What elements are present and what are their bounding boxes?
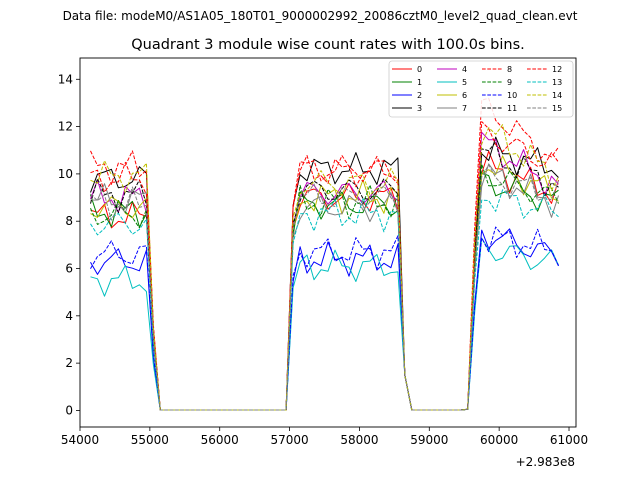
- x-tick-label: 60000: [480, 433, 518, 447]
- series-line-14: [90, 124, 559, 411]
- legend-label-9: 9: [507, 78, 512, 87]
- x-tick-label: 55000: [131, 433, 169, 447]
- legend-label-15: 15: [552, 104, 562, 113]
- chart-title: Quadrant 3 module wise count rates with …: [131, 37, 525, 53]
- y-tick-label: 14: [58, 72, 73, 86]
- legend-frame: [388, 60, 574, 118]
- x-tick-label: 58000: [340, 433, 378, 447]
- legend-label-6: 6: [462, 91, 467, 100]
- x-tick-label: 56000: [201, 433, 239, 447]
- legend-label-5: 5: [462, 78, 467, 87]
- x-tick-label: 61000: [550, 433, 588, 447]
- y-tick-label: 8: [65, 214, 73, 228]
- y-tick-label: 6: [65, 262, 73, 276]
- series-line-8: [90, 97, 559, 411]
- y-axis: 0 2 4 6 8 10 12 14: [58, 72, 80, 417]
- legend-label-10: 10: [507, 91, 517, 100]
- legend-label-14: 14: [552, 91, 562, 100]
- y-tick-label: 2: [65, 356, 73, 370]
- legend-label-0: 0: [417, 65, 422, 74]
- y-tick-label: 0: [65, 403, 73, 417]
- legend-label-1: 1: [417, 78, 422, 87]
- suptitle: Data file: modeM0/AS1A05_180T01_90000029…: [63, 9, 578, 23]
- x-axis: 54000 55000 56000 57000 58000 59000 60000 61000: [61, 427, 588, 447]
- y-tick-label: 12: [58, 120, 73, 134]
- legend-label-13: 13: [552, 78, 562, 87]
- legend-label-8: 8: [507, 65, 512, 74]
- legend-label-2: 2: [417, 91, 422, 100]
- x-tick-label: 57000: [270, 433, 308, 447]
- plot-area: 54000 55000 56000 57000 58000 59000 60000 61000…: [58, 57, 588, 469]
- series-line-15: [90, 164, 559, 411]
- series-lines: [90, 97, 559, 411]
- x-tick-label: 59000: [410, 433, 448, 447]
- y-tick-label: 4: [65, 309, 73, 323]
- legend-label-11: 11: [507, 104, 517, 113]
- legend-label-12: 12: [552, 65, 562, 74]
- legend-label-3: 3: [417, 104, 422, 113]
- y-tick-label: 10: [58, 167, 73, 181]
- x-tick-label: 54000: [61, 433, 99, 447]
- axes-frame: [79, 57, 577, 428]
- legend-label-7: 7: [462, 104, 467, 113]
- legend-label-4: 4: [462, 65, 467, 74]
- x-offset-label: +2.983e8: [516, 455, 575, 469]
